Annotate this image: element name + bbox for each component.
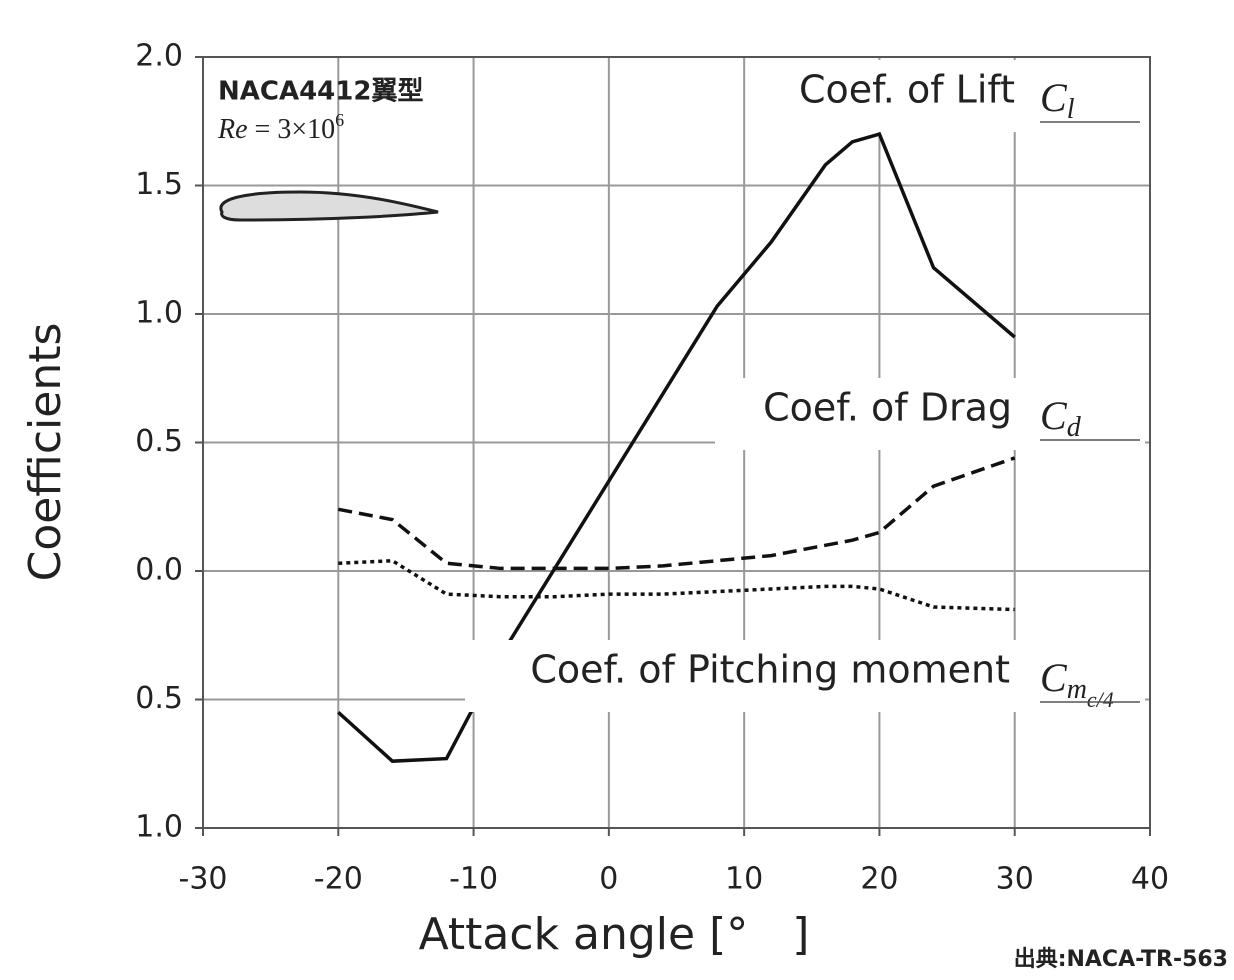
- legend-label: Coef. of Pitching moment: [530, 648, 1010, 692]
- re-part: 6: [335, 110, 344, 130]
- symbol-part: l: [1067, 94, 1075, 125]
- x-axis-label: Attack angle [° ]: [419, 909, 810, 960]
- series-line: [338, 458, 1014, 569]
- symbol-part: m: [1067, 674, 1087, 705]
- y-tick-label: 1.5: [135, 167, 183, 202]
- x-tick-label: -30: [179, 862, 228, 897]
- grid: -30 -20 -10 0 10 20 30 40 1.0 0.5 0.0 0.5 1.0 1.5 2.0: [135, 39, 1169, 897]
- x-tick-label: 40: [1131, 862, 1169, 897]
- source: 出典:NACA-TR-563: [1014, 947, 1228, 972]
- x-tick-label: 20: [860, 862, 898, 897]
- labels: Coef. of Lift Cl Coef. of Drag Cd Coef. of P…: [465, 60, 1145, 712]
- re-part: Re: [217, 114, 248, 145]
- airfoil-icon: [221, 192, 438, 220]
- y-tick-label: 1.0: [135, 810, 183, 845]
- airfoil-name: NACA4412翼型: [218, 77, 423, 107]
- legend-label: Coef. of Lift: [799, 68, 1015, 112]
- re-part: = 3×10: [248, 114, 336, 145]
- y-tick-label: 1.0: [135, 296, 183, 331]
- y-axis-label: Coefficients: [20, 323, 71, 582]
- x-tick-label: -20: [314, 862, 363, 897]
- x-tick-label: 0: [599, 862, 618, 897]
- x-tick-label: -10: [449, 862, 498, 897]
- y-tick-label: 0.0: [135, 553, 183, 588]
- x-tick-label: 30: [996, 862, 1034, 897]
- symbol-part: d: [1067, 412, 1082, 443]
- symbol-part: C: [1040, 655, 1068, 700]
- y-tick-label: 0.5: [135, 424, 183, 459]
- symbol-part: C: [1040, 393, 1068, 438]
- symbol-part: C: [1040, 75, 1068, 120]
- symbol-part: c/4: [1087, 687, 1114, 712]
- y-tick-label: 0.5: [135, 681, 183, 716]
- chart: -30-20-100102030401.00.50.00.51.01.52.0 …: [0, 0, 1234, 976]
- x-tick-label: 10: [725, 862, 763, 897]
- reynolds: Re = 3×106: [217, 110, 344, 145]
- y-tick-label: 2.0: [135, 39, 183, 74]
- series-line: [338, 561, 1014, 610]
- legend-label: Coef. of Drag: [763, 386, 1012, 430]
